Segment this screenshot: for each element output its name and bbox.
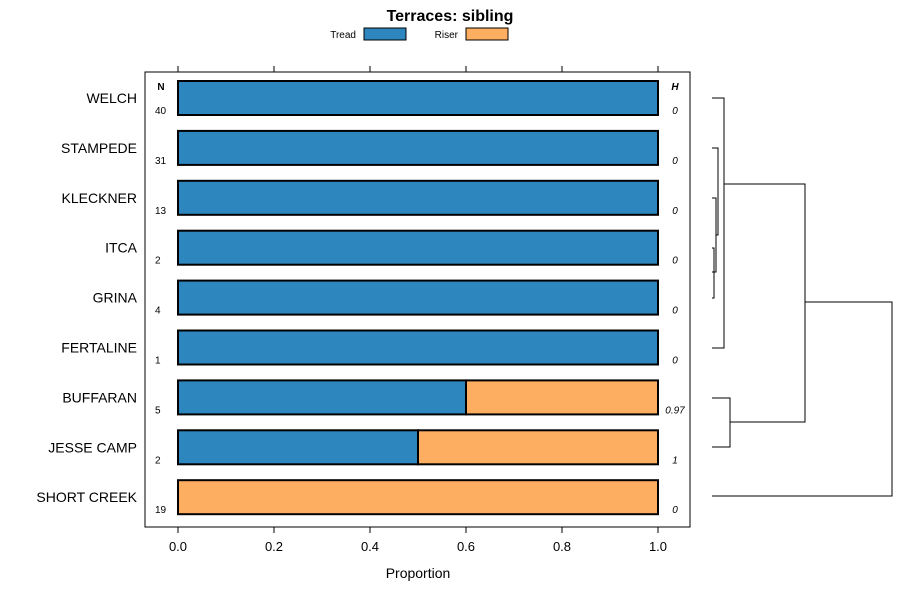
bar-stampede-tread [177,129,659,166]
bar-short-creek-riser [177,479,659,516]
x-tick-label: 0.6 [457,539,475,554]
category-label: FERTALINE [61,340,137,356]
category-label: STAMPEDE [61,140,137,156]
x-tick-label: 0.8 [553,539,571,554]
n-value: 19 [155,505,167,516]
dendrogram-branch [712,97,725,349]
category-label: KLECKNER [62,190,137,206]
bar-welch-tread [177,80,659,116]
category-label: BUFFARAN [62,389,137,405]
x-tick-label: 0.2 [265,539,283,554]
bar-buffaran-tread [177,379,467,416]
bars-group [177,80,659,516]
n-header: N [157,82,164,93]
dendrogram [712,97,893,497]
dendrogram-branch [712,397,731,448]
n-value: 31 [155,156,167,167]
legend: Tread Riser [330,27,509,41]
bar-jesse-camp-riser [417,429,659,466]
h-value: 1 [672,455,678,466]
x-tick-label: 1.0 [649,539,667,554]
dendrogram-branch [712,301,893,497]
n-value: 4 [155,306,161,317]
n-value: 2 [155,256,161,267]
dendrogram-branch [712,147,719,236]
category-label: WELCH [86,90,137,106]
h-value: 0 [672,306,678,317]
dendrogram-branch [724,183,806,423]
legend-swatch-tread [363,27,407,41]
h-value: 0.97 [665,405,685,416]
x-axis-label: Proportion [386,565,451,581]
n-value: 2 [155,455,161,466]
dendrogram-branch [712,247,715,299]
bar-buffaran-riser [465,379,659,416]
n-value: 40 [155,106,167,117]
h-value: 0 [672,356,678,367]
legend-swatch-riser [465,27,509,41]
chart-title: Terraces: sibling [387,8,514,25]
bar-fertaline-tread [177,329,659,366]
category-label: JESSE CAMP [48,439,137,455]
x-axis: 0.0 0.2 0.4 0.6 0.8 1.0 [169,66,667,554]
bar-jesse-camp-tread [177,429,419,466]
x-tick-label: 0.0 [169,539,187,554]
h-value: 0 [672,256,678,267]
bar-grina-tread [177,279,659,316]
category-label: SHORT CREEK [36,489,137,505]
bar-kleckner-tread [177,179,659,216]
h-value: 0 [672,206,678,217]
h-header: H [671,82,679,93]
legend-label-tread: Tread [330,30,356,41]
n-value: 1 [155,356,161,367]
legend-label-riser: Riser [435,30,459,41]
n-value: 5 [155,405,161,416]
bar-itca-tread [177,229,659,266]
n-value: 13 [155,206,167,217]
h-value: 0 [672,106,678,117]
plot-frame [144,71,691,528]
h-value: 0 [672,505,678,516]
category-label: GRINA [93,290,138,306]
h-value: 0 [672,156,678,167]
category-label: ITCA [105,240,138,256]
x-tick-label: 0.4 [361,539,379,554]
